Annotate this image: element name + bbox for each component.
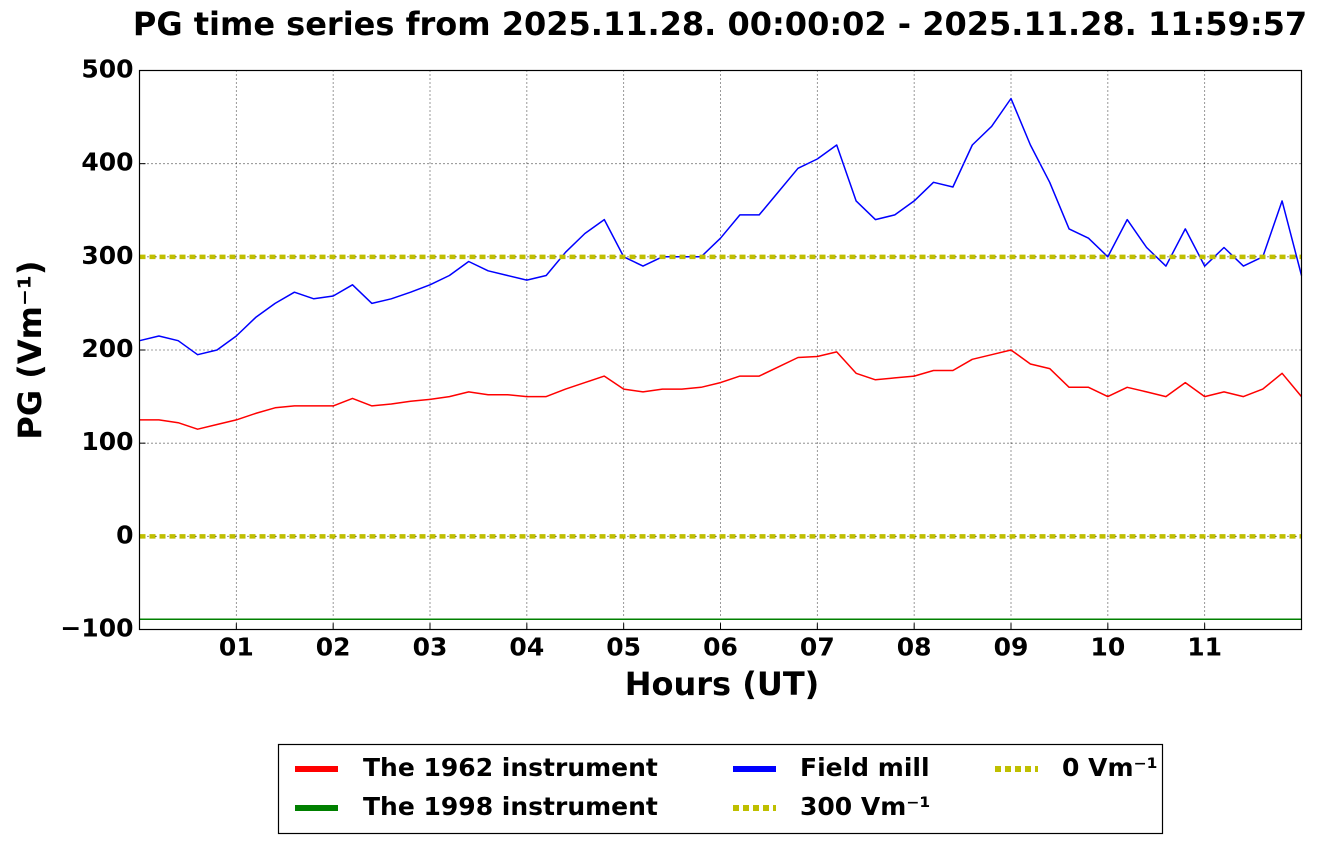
legend-label: 300 Vm⁻¹ [800,792,930,821]
x-tick-label: 03 [413,633,448,662]
y-tick-label: 200 [81,334,133,363]
x-tick-label: 09 [994,633,1029,662]
legend-label: The 1962 instrument [363,753,658,782]
data-line [139,97,1303,356]
x-tick-label: 01 [219,633,254,662]
x-tick-label: 06 [703,633,738,662]
x-axis-label: Hours (UT) [625,665,820,703]
plot-frame [138,69,1303,631]
y-tick-label: −100 [60,614,133,643]
x-tick-label: 10 [1090,633,1125,662]
y-axis-label: PG (Vm⁻¹) [11,260,49,439]
y-tick-label: 400 [81,148,133,177]
x-tick-label: 02 [316,633,351,662]
y-tick-label: 0 [116,520,133,549]
y-tick-label: 300 [81,241,133,270]
x-tick-label: 11 [1187,633,1222,662]
x-tick-label: 07 [800,633,835,662]
chart-title: PG time series from 2025.11.28. 00:00:02… [133,5,1307,43]
y-tick-label: 100 [81,427,133,456]
legend-label: 0 Vm⁻¹ [1062,753,1158,782]
legend-label: The 1998 instrument [363,792,658,821]
legend-box [277,743,1164,835]
x-tick-label: 04 [509,633,544,662]
legend-label: Field mill [800,753,930,782]
x-tick-label: 05 [606,633,641,662]
x-tick-label: 08 [897,633,932,662]
y-tick-label: 500 [81,55,133,84]
data-line [139,349,1303,430]
